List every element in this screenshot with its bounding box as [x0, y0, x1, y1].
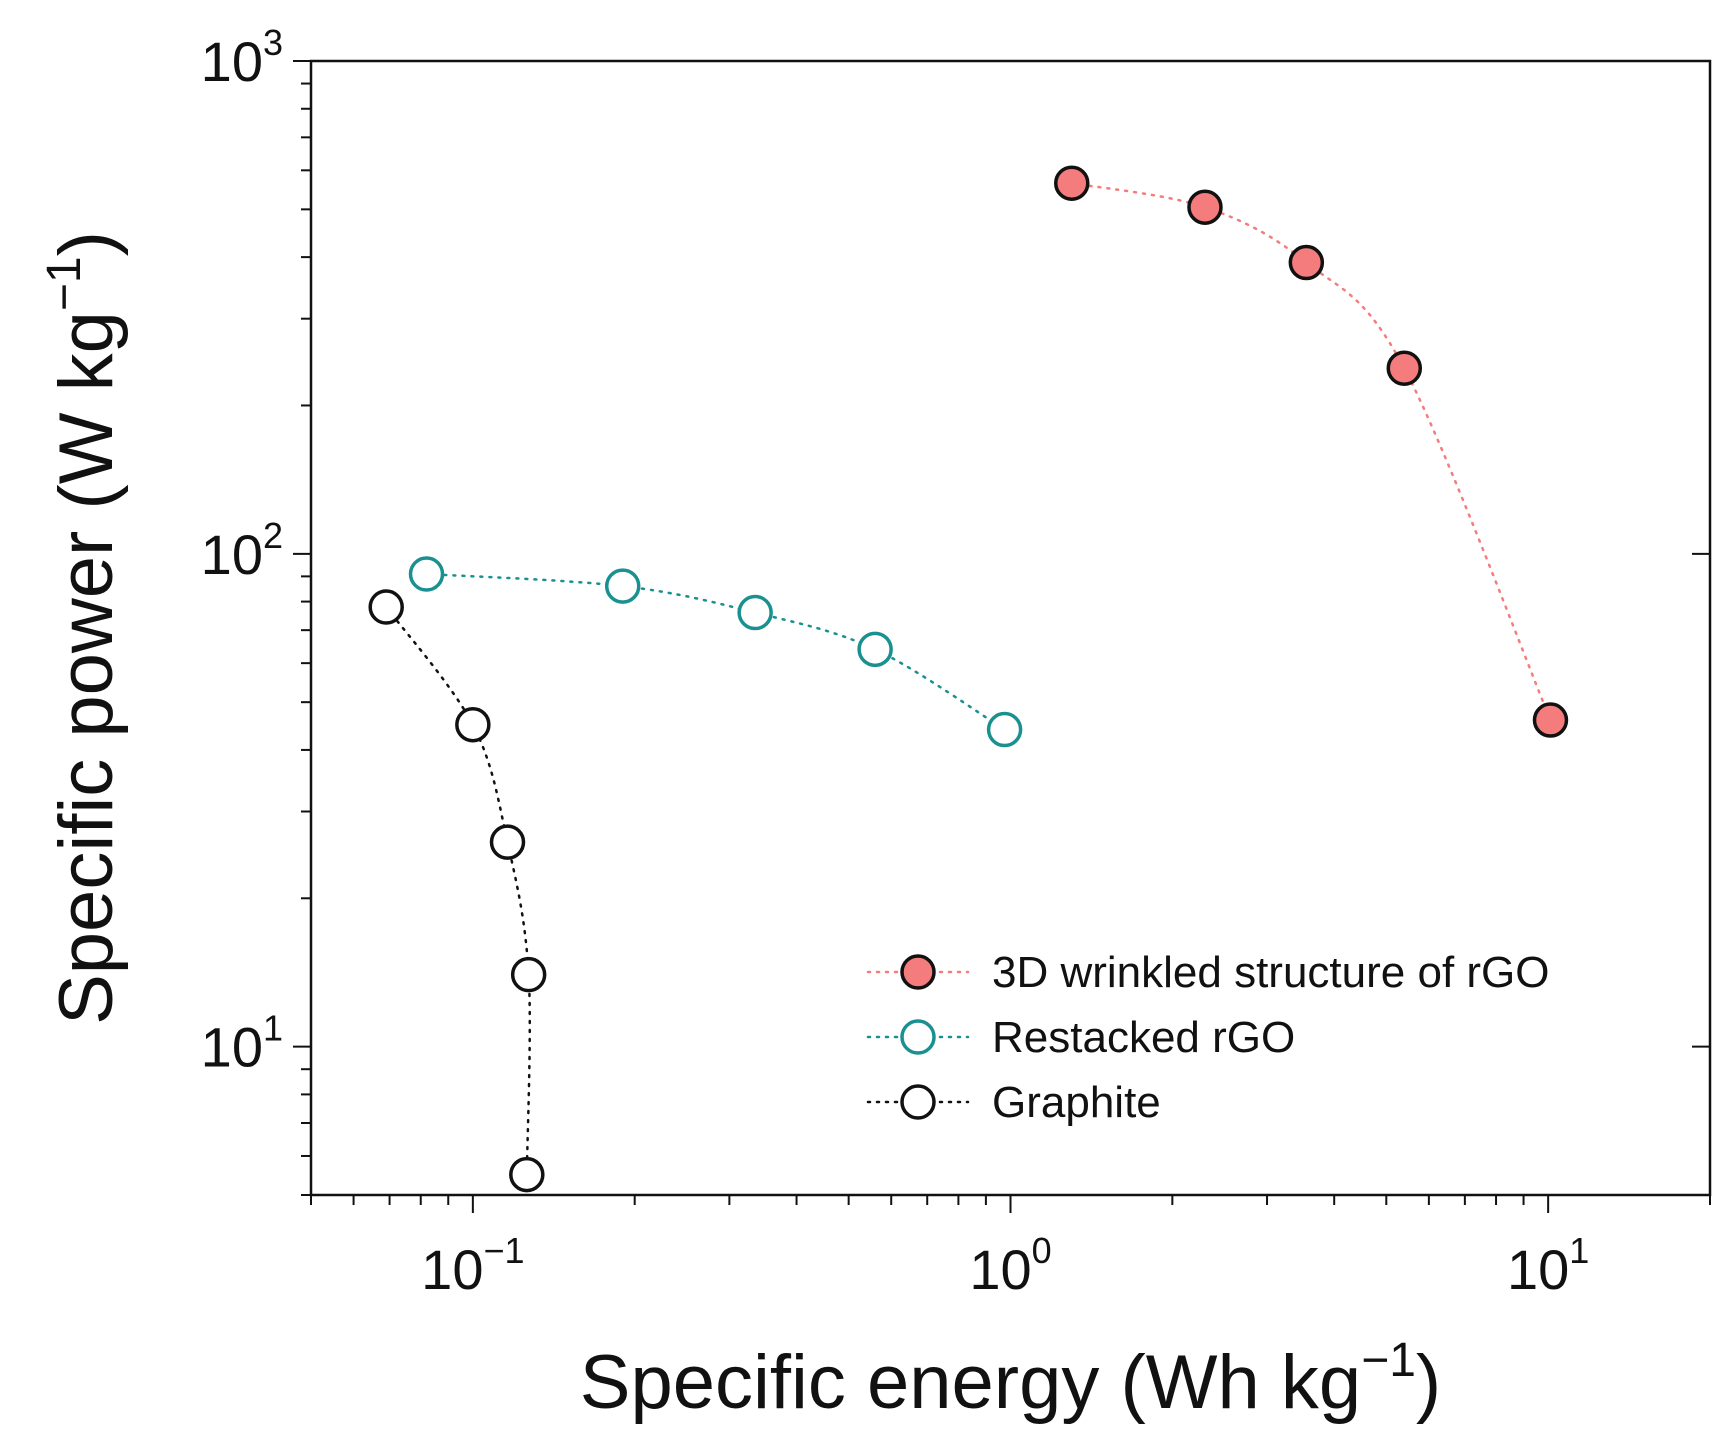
- legend-marker: [900, 1019, 936, 1055]
- series-line: [425, 572, 1006, 731]
- x-axis-title-text: Specific energy (Wh kg: [580, 1340, 1361, 1425]
- series-line: [384, 605, 532, 1176]
- series-line: [1070, 181, 1552, 722]
- legend-marker: [900, 954, 936, 990]
- y-tick-label: 101: [201, 1008, 283, 1079]
- x-tick-exponent: −1: [483, 1230, 524, 1271]
- y-axis-title: Specific power (W kg−1): [38, 231, 129, 1025]
- data-point: [1532, 702, 1569, 738]
- y-tick-exponent: 2: [263, 515, 283, 556]
- data-point: [986, 711, 1023, 748]
- x-axis-title: Specific energy (Wh kg−1): [580, 1334, 1441, 1425]
- x-tick-exponent: 0: [1032, 1230, 1052, 1271]
- series-2: [408, 556, 1023, 748]
- series-1: [1054, 165, 1569, 738]
- x-tick-label: 10−1: [421, 1230, 524, 1301]
- x-tick-base: 10: [969, 1238, 1031, 1301]
- data-point: [857, 631, 893, 668]
- series-layer: [368, 165, 1569, 1193]
- y-axis-title-close: ): [44, 231, 129, 256]
- y-tick-base: 10: [201, 1016, 263, 1079]
- y-tick-exponent: 3: [263, 22, 283, 63]
- y-tick-base: 10: [201, 30, 263, 93]
- x-axis-title-sup: −1: [1361, 1334, 1416, 1387]
- data-point: [510, 956, 547, 993]
- legend-item: 3D wrinkled structure of rGO: [866, 948, 1550, 997]
- data-point: [509, 1156, 545, 1193]
- legend-label: Graphite: [992, 1078, 1161, 1127]
- x-tick-base: 10: [1507, 1238, 1569, 1301]
- y-tick-label: 102: [201, 515, 283, 586]
- data-point: [1054, 165, 1090, 201]
- data-point: [455, 706, 491, 743]
- y-axis-title-text: Specific power (W kg: [44, 311, 129, 1025]
- x-tick-label: 100: [969, 1230, 1051, 1301]
- data-point: [489, 824, 526, 860]
- legend-label: Restacked rGO: [992, 1013, 1295, 1062]
- legend-label: 3D wrinkled structure of rGO: [992, 948, 1550, 997]
- x-tick-exponent: 1: [1569, 1230, 1589, 1271]
- data-point: [604, 568, 641, 604]
- legend-marker: [900, 1084, 936, 1120]
- y-tick-exponent: 1: [263, 1008, 283, 1049]
- axis-ticks: [293, 60, 1711, 1213]
- series-3: [368, 589, 547, 1193]
- y-axis-title-sup: −1: [38, 256, 91, 311]
- data-point: [737, 594, 773, 631]
- legend-item: Restacked rGO: [866, 1013, 1295, 1062]
- data-point: [408, 556, 445, 592]
- data-point: [1187, 189, 1223, 225]
- x-tick-label: 101: [1507, 1230, 1589, 1301]
- data-point: [368, 589, 404, 625]
- y-tick-base: 10: [201, 523, 263, 586]
- data-point: [1386, 350, 1423, 386]
- legend-item: Graphite: [866, 1078, 1161, 1127]
- x-axis-title-close: ): [1416, 1340, 1441, 1425]
- x-tick-base: 10: [421, 1238, 483, 1301]
- legend: 3D wrinkled structure of rGO Restacked rG…: [866, 948, 1550, 1127]
- y-tick-label: 103: [201, 22, 283, 93]
- data-point: [1288, 244, 1325, 281]
